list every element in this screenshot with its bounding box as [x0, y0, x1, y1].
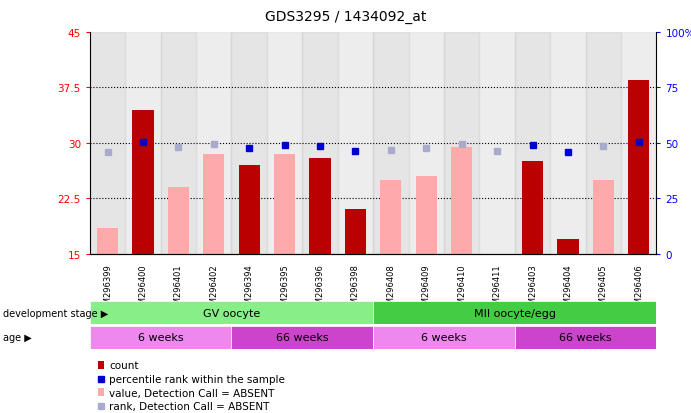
Bar	[90, 301, 373, 324]
Bar	[97, 228, 118, 254]
Bar	[203, 154, 225, 254]
Text: value, Detection Call = ABSENT: value, Detection Call = ABSENT	[109, 388, 274, 398]
Bar	[302, 33, 338, 254]
Bar	[380, 180, 401, 254]
Bar	[451, 147, 472, 254]
Bar	[557, 239, 578, 254]
Text: 66 weeks: 66 weeks	[276, 332, 329, 343]
Text: age ▶: age ▶	[3, 332, 32, 343]
Bar	[274, 154, 295, 254]
Text: 6 weeks: 6 weeks	[138, 332, 184, 343]
Bar	[238, 166, 260, 254]
Text: development stage ▶: development stage ▶	[3, 308, 108, 318]
Text: 6 weeks: 6 weeks	[421, 332, 467, 343]
Bar	[585, 33, 621, 254]
Bar	[98, 388, 104, 396]
Bar	[593, 180, 614, 254]
Bar	[515, 326, 656, 349]
Bar	[160, 33, 196, 254]
Text: MII oocyte/egg: MII oocyte/egg	[474, 308, 556, 318]
Bar	[196, 33, 231, 254]
Bar	[310, 158, 330, 254]
Bar	[267, 33, 302, 254]
Text: count: count	[109, 361, 139, 370]
Bar	[90, 33, 125, 254]
Bar	[550, 33, 585, 254]
Bar	[373, 326, 515, 349]
Bar	[345, 210, 366, 254]
Bar	[373, 33, 408, 254]
Bar	[90, 326, 231, 349]
Text: rank, Detection Call = ABSENT: rank, Detection Call = ABSENT	[109, 401, 269, 411]
Bar	[628, 81, 650, 254]
Bar	[125, 33, 160, 254]
Bar	[338, 33, 373, 254]
Bar	[415, 177, 437, 254]
Bar	[522, 162, 543, 254]
Bar	[621, 33, 656, 254]
Bar	[231, 33, 267, 254]
Text: percentile rank within the sample: percentile rank within the sample	[109, 374, 285, 384]
Bar	[444, 33, 480, 254]
Bar	[373, 301, 656, 324]
Text: 66 weeks: 66 weeks	[559, 332, 612, 343]
Text: GDS3295 / 1434092_at: GDS3295 / 1434092_at	[265, 10, 426, 24]
Bar	[168, 188, 189, 254]
Bar	[231, 326, 373, 349]
Bar	[132, 110, 153, 254]
Bar	[408, 33, 444, 254]
Bar	[515, 33, 550, 254]
Text: GV oocyte: GV oocyte	[203, 308, 260, 318]
Bar	[480, 33, 515, 254]
Bar	[98, 361, 104, 369]
